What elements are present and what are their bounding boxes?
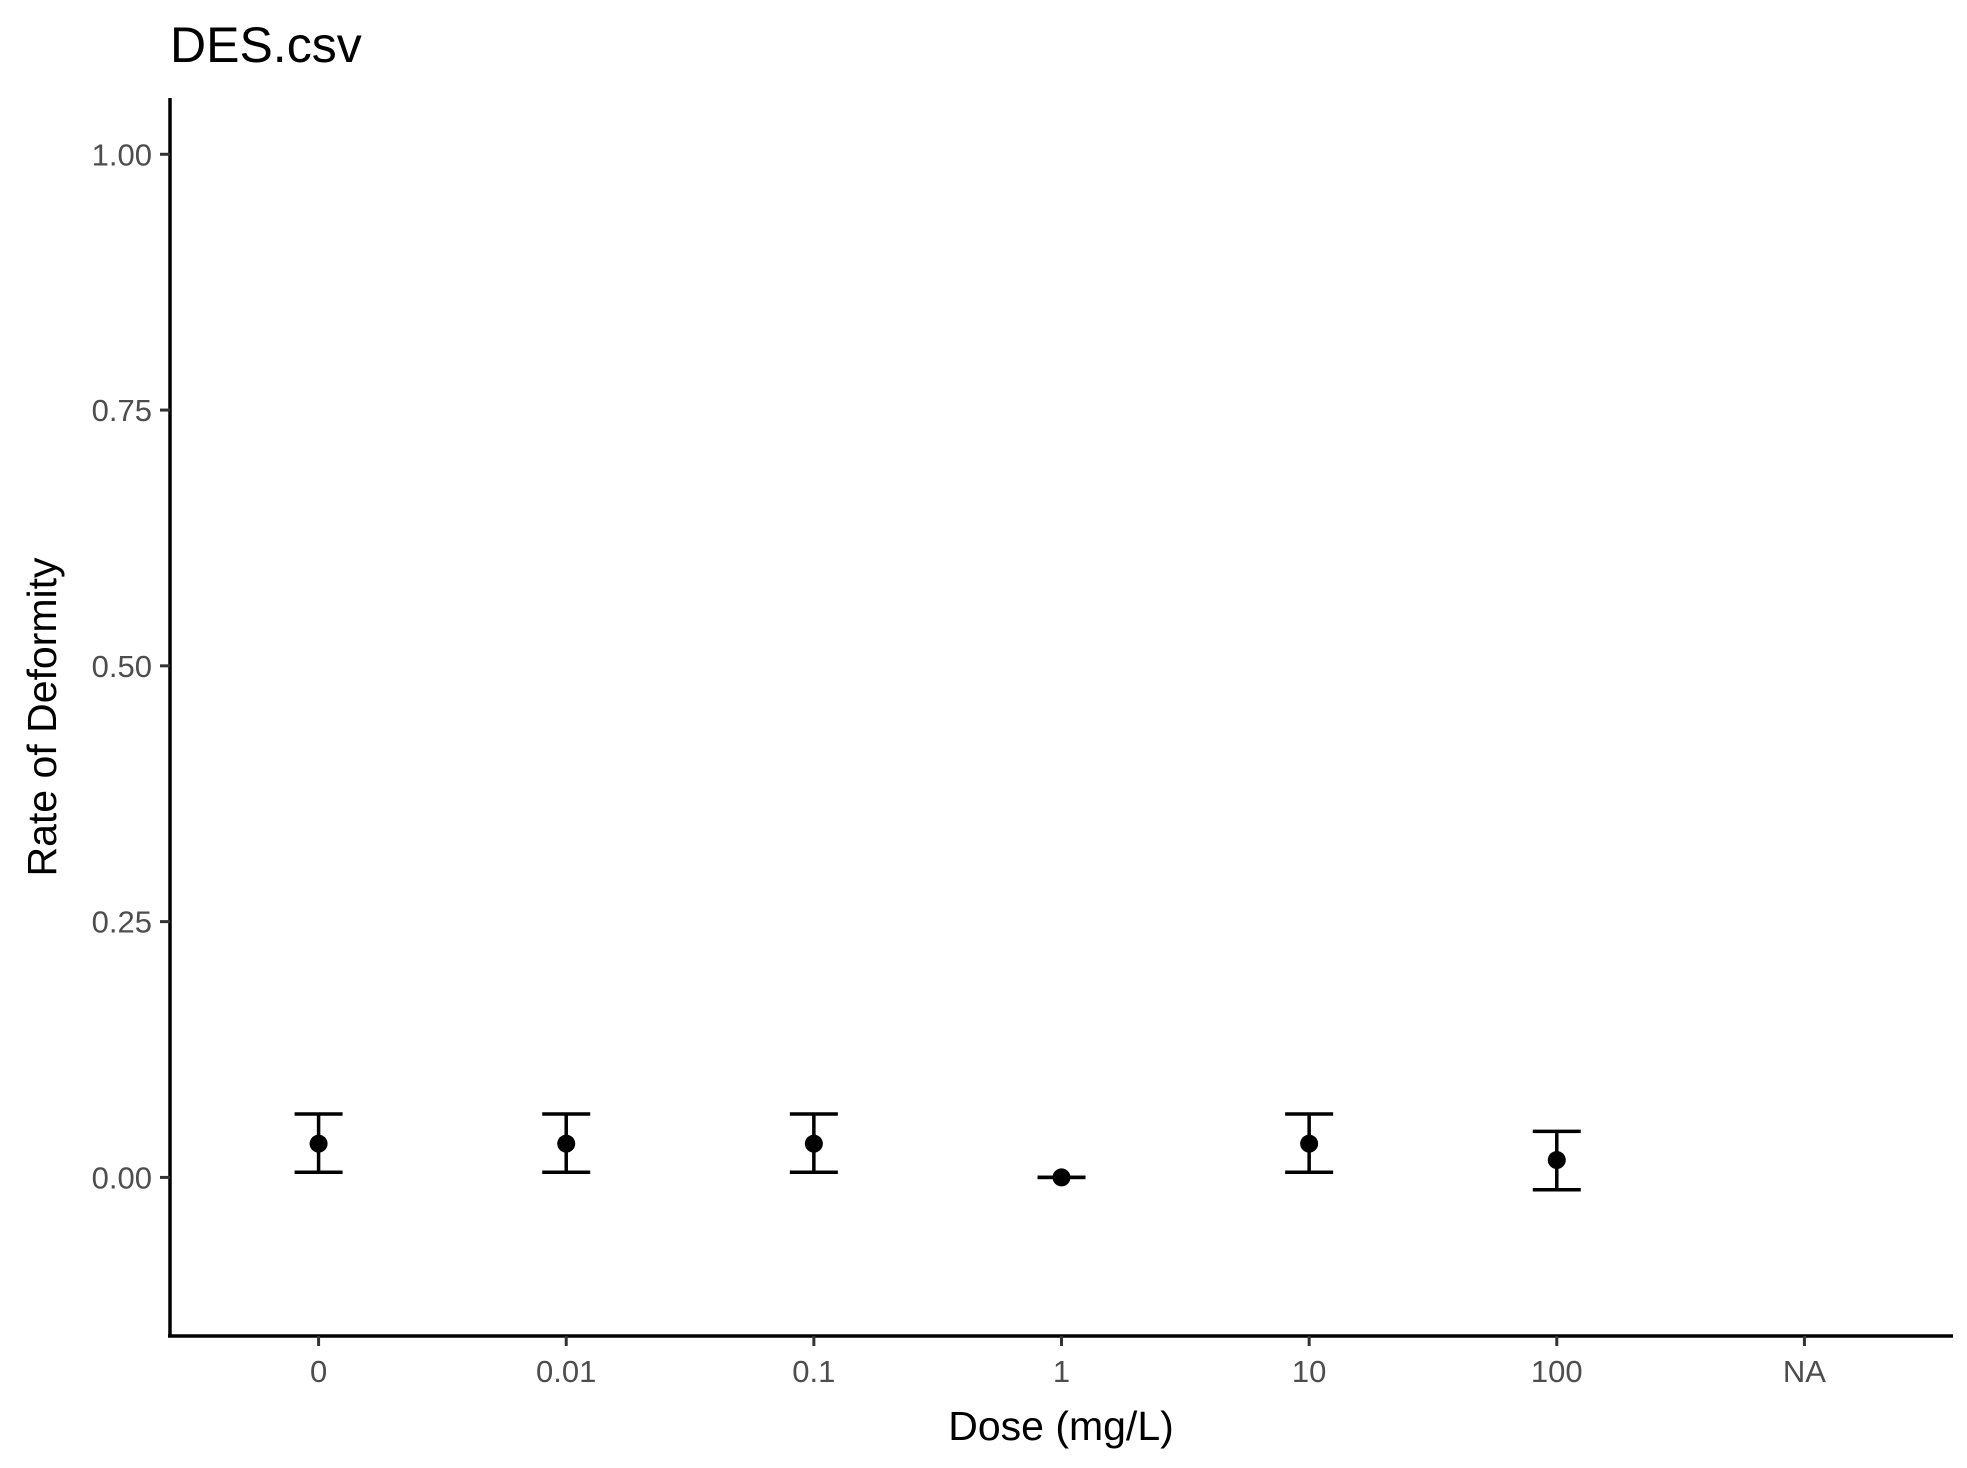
x-axis-ticks: 0 0.01 0.1 1 10 100 NA	[310, 1336, 1826, 1389]
y-tick-label: 1.00	[92, 137, 152, 172]
x-tick-label: 10	[1292, 1354, 1326, 1389]
errorbar-group	[1532, 1129, 1581, 1192]
data-marks	[294, 1112, 1581, 1192]
data-point	[1052, 1168, 1071, 1187]
errorbar-group	[542, 1112, 591, 1175]
errorbar-group	[789, 1112, 838, 1175]
errorbar-group	[294, 1112, 343, 1175]
data-point	[557, 1134, 576, 1153]
y-tick-label: 0.50	[92, 649, 152, 684]
y-tick-label: 0.75	[92, 393, 152, 428]
x-tick-label: 1	[1053, 1354, 1070, 1389]
x-tick-label: 100	[1531, 1354, 1583, 1389]
x-tick-label: 0.01	[536, 1354, 596, 1389]
x-tick-label: 0.1	[792, 1354, 835, 1389]
errorbar-group	[1037, 1168, 1086, 1187]
chart-title: DES.csv	[170, 17, 362, 73]
y-axis-ticks: 0.00 0.25 0.50 0.75 1.00	[92, 137, 170, 1195]
data-point	[1300, 1134, 1319, 1153]
data-point	[1547, 1151, 1566, 1170]
x-axis-title: Dose (mg/L)	[948, 1403, 1174, 1449]
y-axis-title: Rate of Deformity	[19, 557, 65, 876]
errorbar-group	[1285, 1112, 1334, 1175]
y-tick-label: 0.00	[92, 1160, 152, 1195]
x-tick-label: 0	[310, 1354, 327, 1389]
x-tick-label: NA	[1783, 1354, 1826, 1389]
data-point	[309, 1134, 328, 1153]
data-point	[804, 1134, 823, 1153]
y-tick-label: 0.25	[92, 905, 152, 940]
